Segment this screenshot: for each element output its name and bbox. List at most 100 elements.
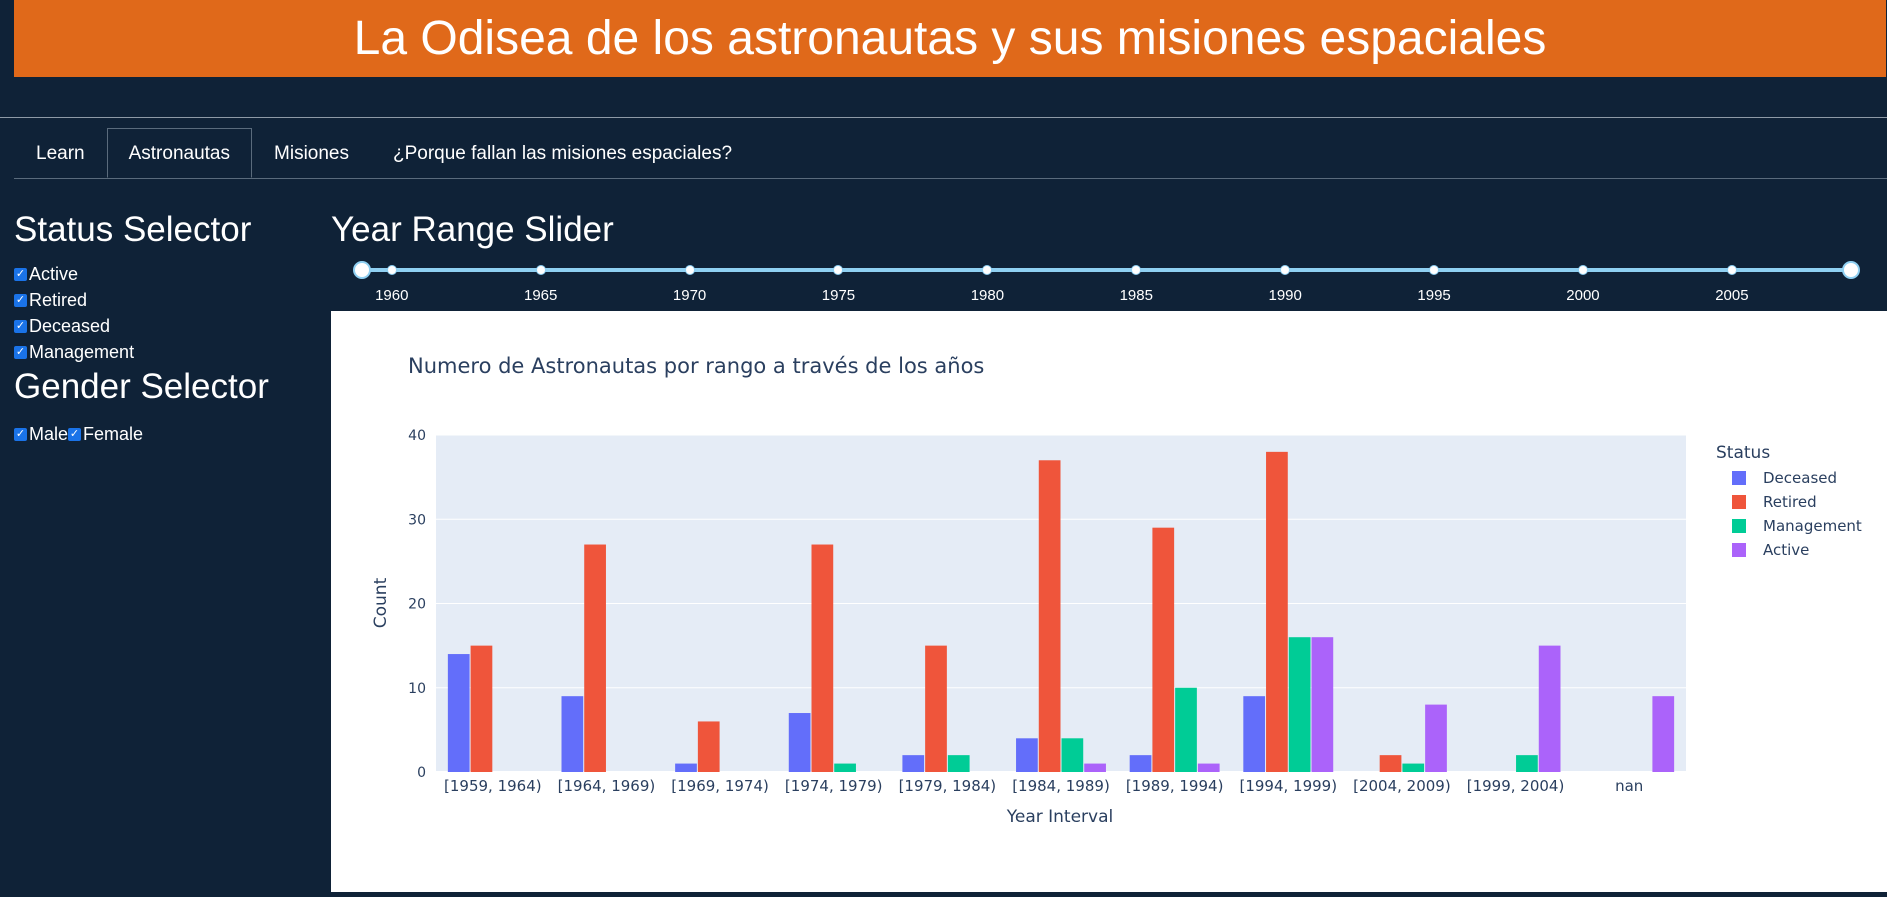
tab-astronautas[interactable]: Astronautas — [106, 128, 253, 178]
x-tick-label: [1974, 1979) — [785, 777, 883, 795]
bar-active — [1084, 763, 1106, 772]
year-slider-track[interactable] — [362, 268, 1851, 272]
bar-deceased — [1016, 738, 1038, 772]
status-option-management[interactable]: ✓ Management — [14, 342, 134, 363]
bar-management — [1175, 687, 1197, 772]
legend-label-active: Active — [1763, 541, 1809, 559]
status-option-label: Retired — [29, 290, 88, 310]
y-tick-label: 10 — [408, 681, 426, 697]
bar-management — [1402, 763, 1425, 772]
year-slider-title: Year Range Slider — [331, 210, 614, 249]
year-slider-mark-dot[interactable] — [1577, 265, 1588, 275]
header-divider — [0, 117, 1887, 118]
legend-swatch-retired — [1732, 495, 1746, 509]
checkbox-female[interactable]: ✓ — [68, 428, 82, 441]
year-slider-end-handle[interactable] — [1842, 261, 1860, 279]
bar-retired — [470, 645, 493, 772]
bar-chart: 0 10 20 30 40 [1959, 1964) [1964, 1969) [1969,… — [371, 354, 1862, 827]
bar-deceased — [447, 654, 470, 772]
legend-swatch-deceased — [1732, 471, 1746, 485]
bar-active — [1311, 637, 1334, 772]
gender-option-label: Female — [83, 424, 144, 444]
page-title: La Odisea de los astronautas y sus misio… — [353, 12, 1547, 65]
chart-container: 0 10 20 30 40 [1959, 1964) [1964, 1969) [1969,… — [331, 311, 1887, 892]
bar-active — [1538, 645, 1561, 772]
year-slider-mark-dot[interactable] — [386, 265, 397, 275]
year-slider-start-handle[interactable] — [353, 261, 371, 279]
legend-swatch-management — [1732, 519, 1746, 533]
gender-option-label: Male — [29, 424, 69, 444]
x-tick-label: [1969, 1974) — [671, 777, 769, 795]
x-tick-label: [1999, 2004) — [1467, 777, 1565, 795]
year-slider-mark-dot[interactable] — [535, 265, 546, 275]
y-tick-label: 0 — [417, 765, 426, 781]
year-slider-mark-dot[interactable] — [833, 265, 844, 275]
checkbox-management[interactable]: ✓ — [14, 346, 27, 359]
x-tick-label: [1979, 1984) — [899, 777, 997, 795]
bars — [447, 451, 1675, 772]
year-slider-mark-dot[interactable] — [1429, 265, 1440, 275]
checkbox-male[interactable]: ✓ — [14, 428, 27, 441]
bar-active — [1197, 763, 1220, 772]
x-tick-label: nan — [1615, 777, 1643, 795]
bar-deceased — [902, 755, 925, 772]
bar-management — [1516, 755, 1538, 772]
bar-retired — [1379, 755, 1402, 772]
bar-active — [1425, 704, 1447, 772]
bar-management — [1288, 637, 1311, 772]
x-axis-label: Year Interval — [1006, 807, 1114, 827]
legend-swatch-active — [1732, 543, 1746, 557]
bar-retired — [1152, 527, 1175, 772]
status-option-active[interactable]: ✓ Active — [14, 264, 78, 285]
status-option-label: Management — [29, 342, 135, 362]
status-selector-title: Status Selector — [14, 210, 252, 249]
bar-deceased — [675, 763, 697, 772]
bar-management — [834, 763, 856, 772]
bar-management — [947, 755, 970, 772]
tab-porque-fallan[interactable]: ¿Porque fallan las misiones espaciales? — [393, 143, 733, 164]
year-slider-mark-label: 2005 — [1715, 287, 1749, 304]
legend-label-deceased: Deceased — [1763, 469, 1837, 487]
x-tick-labels: [1959, 1964) [1964, 1969) [1969, 1974) [197… — [444, 777, 1643, 795]
year-slider-mark-dot[interactable] — [982, 265, 993, 275]
legend-title: Status — [1716, 443, 1770, 463]
status-option-deceased[interactable]: ✓ Deceased — [14, 316, 110, 337]
checkbox-active[interactable]: ✓ — [14, 268, 27, 281]
year-slider-mark-label: 1975 — [821, 287, 856, 304]
year-slider-mark-label: 1965 — [523, 287, 558, 304]
year-slider-mark-label: 2000 — [1566, 287, 1600, 304]
x-tick-label: [1989, 1994) — [1126, 777, 1224, 795]
bar-retired — [811, 544, 834, 772]
legend-label-retired: Retired — [1763, 493, 1817, 511]
tab-bar: Learn Astronautas Misiones ¿Porque falla… — [14, 128, 754, 179]
status-option-label: Deceased — [29, 316, 111, 336]
year-slider-mark-dot[interactable] — [1726, 265, 1737, 275]
year-slider-mark-dot[interactable] — [1131, 265, 1142, 275]
checkbox-retired[interactable]: ✓ — [14, 294, 27, 307]
bar-active — [1652, 696, 1675, 772]
year-slider-mark-label: 1990 — [1268, 287, 1302, 304]
year-slider-mark-label: 1985 — [1119, 287, 1153, 304]
bar-retired — [584, 544, 606, 772]
bar-deceased — [1129, 755, 1152, 772]
year-slider-mark-label: 1960 — [375, 287, 409, 304]
bar-retired — [925, 645, 947, 772]
bar-deceased — [561, 696, 584, 772]
x-tick-label: [1994, 1999) — [1239, 777, 1337, 795]
year-slider-mark-dot[interactable] — [684, 265, 695, 275]
tab-learn[interactable]: Learn — [36, 143, 85, 164]
bar-deceased — [788, 713, 811, 772]
legend-label-management: Management — [1763, 517, 1862, 535]
gender-selector-title: Gender Selector — [14, 367, 269, 406]
chart-title: Numero de Astronautas por rango a través… — [408, 354, 984, 378]
status-option-retired[interactable]: ✓ Retired — [14, 290, 87, 311]
x-tick-label: [1959, 1964) — [444, 777, 542, 795]
y-tick-label: 20 — [408, 597, 426, 613]
tab-misiones[interactable]: Misiones — [274, 143, 349, 164]
checkbox-deceased[interactable]: ✓ — [14, 320, 27, 333]
y-tick-labels: 0 10 20 30 40 — [408, 428, 426, 781]
page-title-banner: La Odisea de los astronautas y sus misio… — [14, 0, 1886, 77]
year-slider-mark-dot[interactable] — [1280, 265, 1291, 275]
year-slider-mark-label: 1980 — [970, 287, 1005, 304]
y-tick-label: 40 — [408, 428, 426, 444]
